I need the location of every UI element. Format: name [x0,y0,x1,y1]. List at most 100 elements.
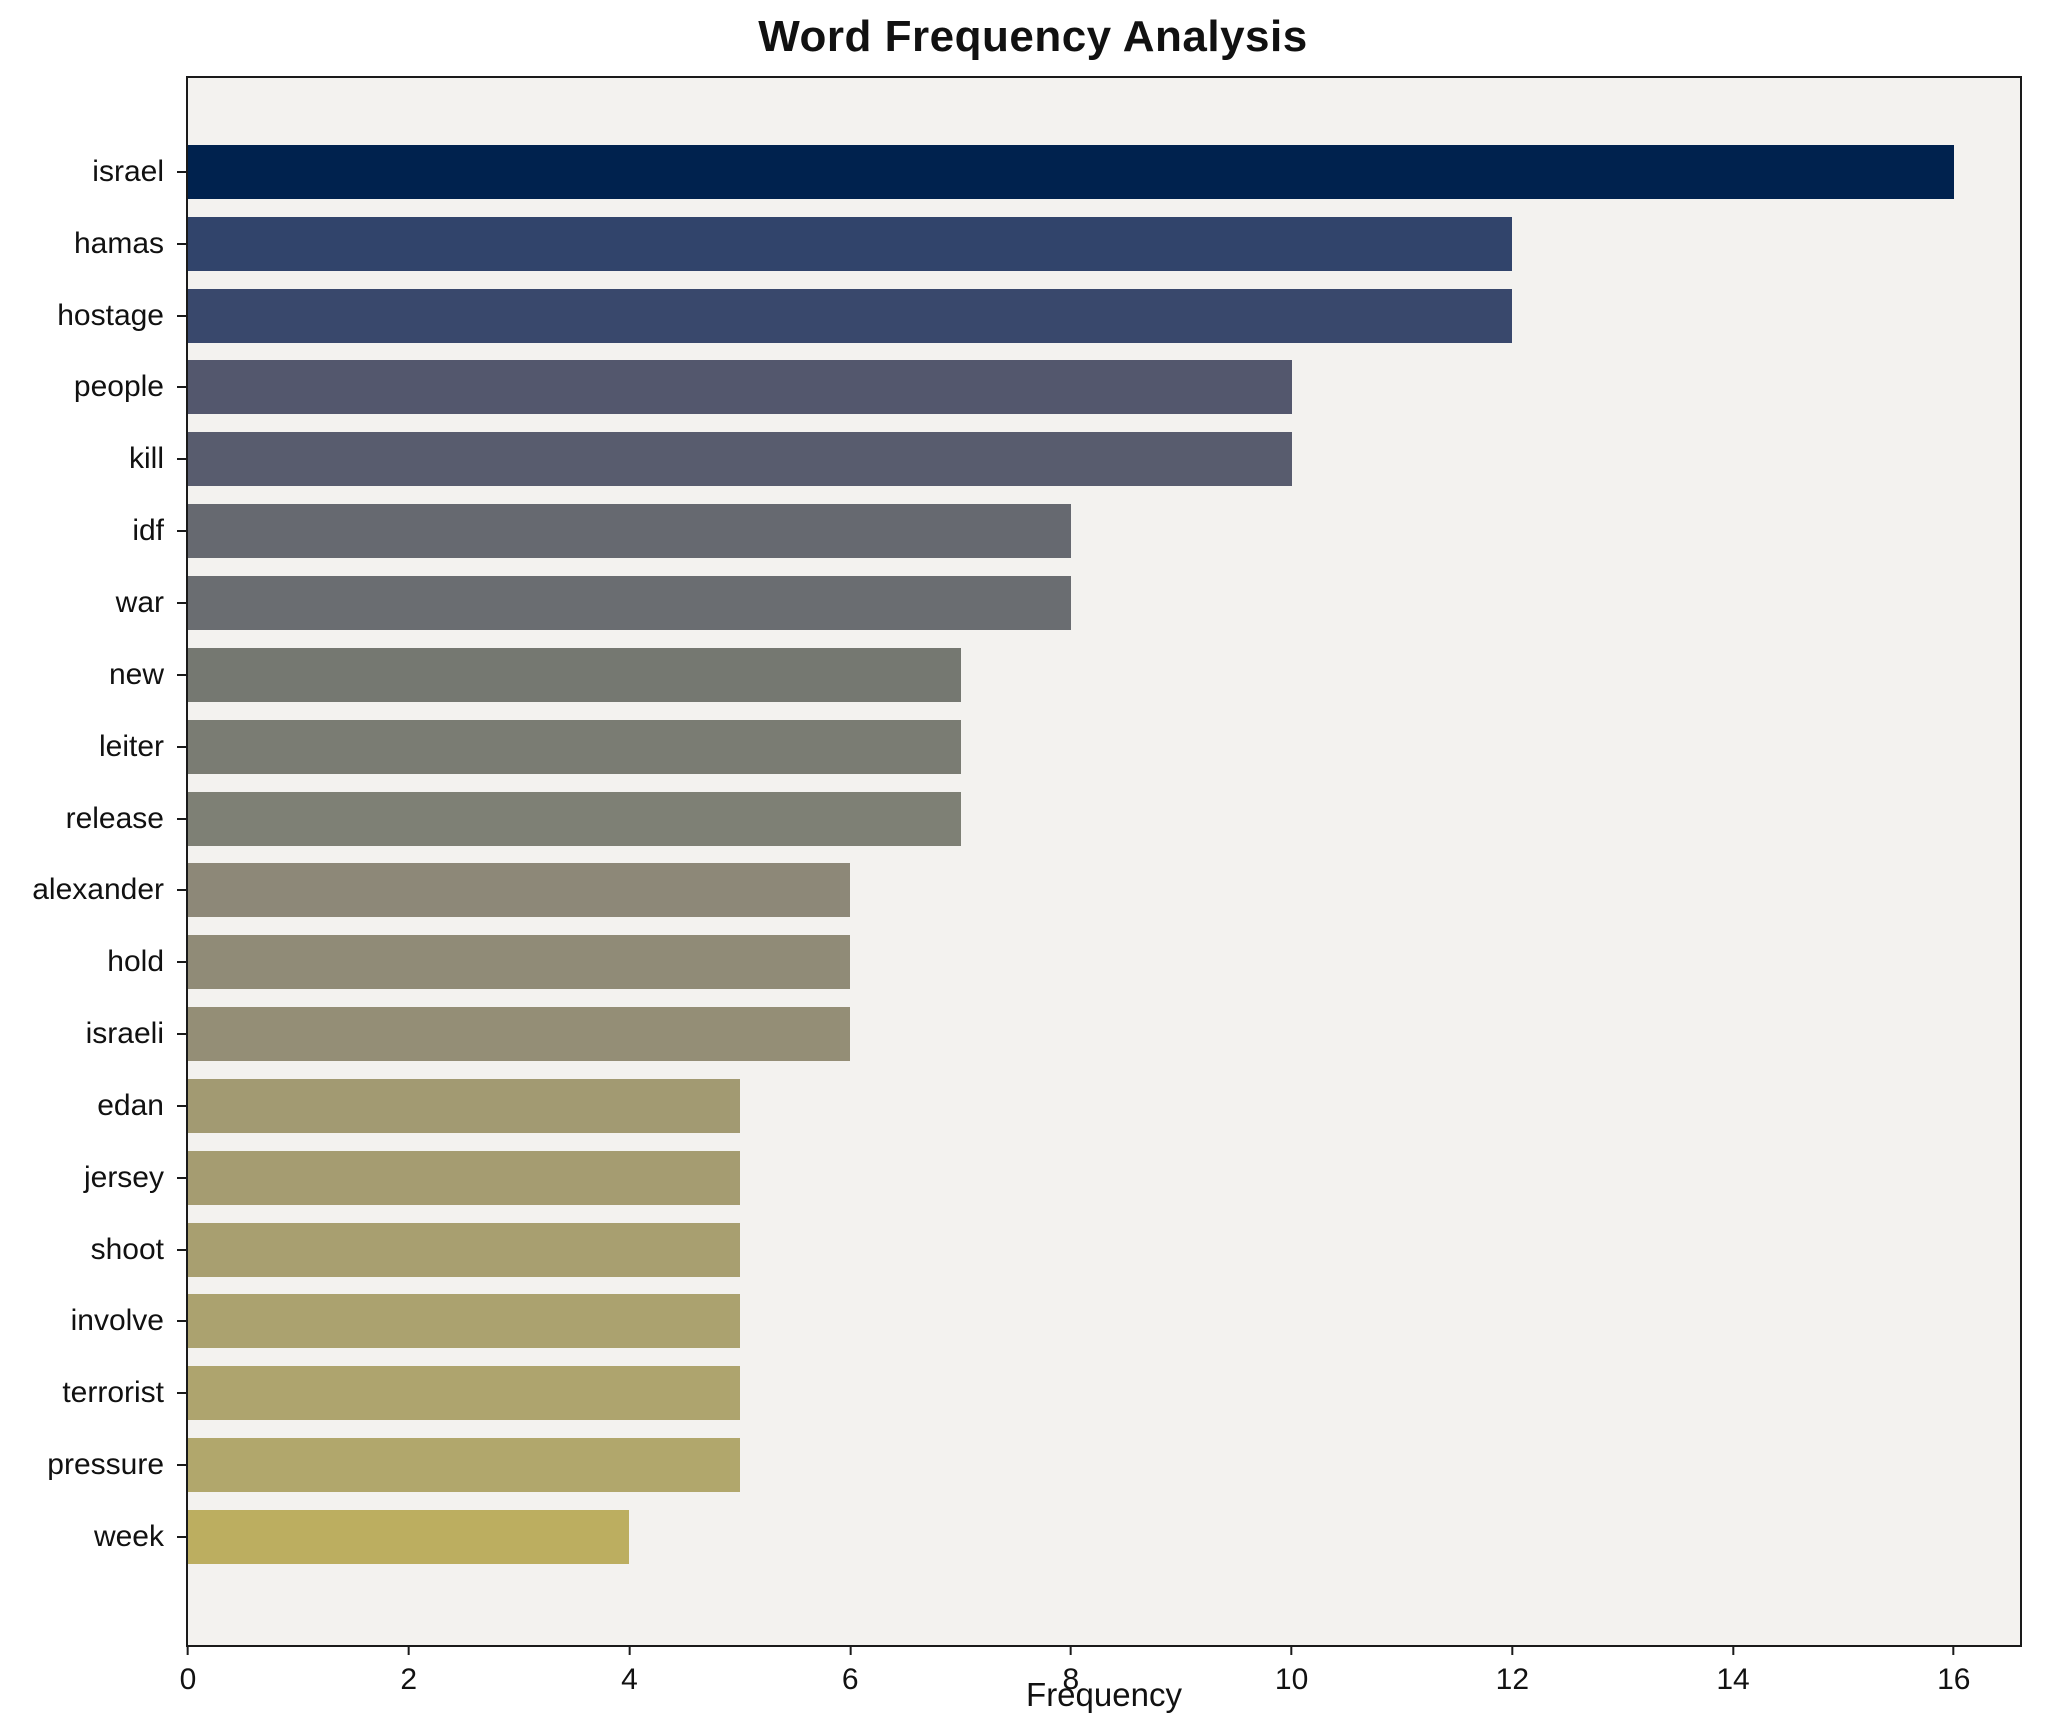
y-tick-mark [177,314,186,317]
y-tick-label: hostage [57,298,164,332]
y-tick-mark [177,242,186,245]
y-tick-label: terrorist [62,1376,164,1410]
bar-row: release [66,783,2020,855]
y-tick-mark [177,170,186,173]
y-tick-label: israeli [85,1017,164,1051]
x-tick-mark [1952,1645,1955,1655]
y-tick-mark [177,458,186,461]
bar-new [188,647,961,702]
bar-row: involve [71,1286,2020,1358]
bar-edan [188,1078,740,1133]
x-tick-label: 12 [1495,1663,1530,1696]
bar-kill [188,432,1292,487]
bar-shoot [188,1222,740,1277]
bar-row: israel [92,136,2020,208]
x-tick-mark [187,1645,189,1655]
bar-row: edan [97,1070,2020,1142]
x-tick: 16 [1937,1645,1970,1697]
y-tick-mark [177,386,186,389]
bar-idf [188,504,1071,559]
x-tick-mark [849,1645,852,1655]
bar-row: people [74,352,2020,424]
bar-release [188,791,961,846]
y-tick-mark [177,1033,186,1036]
y-tick-label: hamas [73,226,164,260]
bar-israel [188,144,1954,199]
bar-hamas [188,216,1513,271]
bar-row: hostage [57,280,2020,352]
x-tick: 14 [1716,1645,1750,1697]
x-tick-mark [407,1645,410,1655]
chart-title: Word Frequency Analysis [758,12,1308,61]
y-tick-label: edan [97,1088,164,1122]
x-tick: 6 [842,1645,859,1697]
y-tick-mark [177,1535,186,1538]
x-tick-label: 4 [621,1663,638,1696]
y-tick-mark [177,1392,186,1395]
y-tick-mark [177,1176,186,1179]
x-tick: 2 [400,1645,417,1697]
bars-container: israel hamas hostage people kill idf war new lei… [32,78,2020,1645]
y-tick-label: idf [132,514,164,548]
bar-row: new [109,639,2020,711]
bar-people [188,360,1292,415]
x-tick: 8 [1062,1645,1080,1697]
bar-row: idf [132,495,2020,567]
y-tick-mark [177,817,186,820]
y-tick-label: people [73,370,164,404]
bar-row: terrorist [62,1357,2020,1429]
bar-row: week [94,1501,2020,1573]
y-tick-label: release [65,801,164,835]
bar-hostage [188,288,1513,343]
x-tick-label: 10 [1274,1663,1309,1696]
bar-row: pressure [47,1429,2020,1501]
bar-leiter [188,719,961,774]
y-tick-mark [177,961,186,964]
bar-terrorist [188,1366,740,1421]
x-tick-label: 14 [1716,1663,1750,1696]
bar-week [188,1509,630,1564]
x-tick: 12 [1496,1645,1529,1697]
y-tick-mark [177,1248,186,1251]
y-tick-label: kill [129,442,164,476]
y-tick-label: involve [70,1304,164,1338]
x-tick-label: 8 [1062,1663,1080,1696]
x-tick-mark [1069,1645,1072,1655]
y-tick-label: new [108,657,164,691]
y-tick-label: hold [107,945,164,979]
bar-hold [188,935,851,990]
bar-row: hold [107,926,2020,998]
y-tick-label: israel [92,154,164,188]
bar-pressure [188,1438,740,1493]
x-tick-label: 6 [841,1663,859,1696]
x-tick-mark [1511,1645,1514,1655]
bar-row: alexander [32,854,2020,926]
y-tick-label: jersey [83,1160,164,1194]
y-tick-mark [177,745,186,748]
x-tick-label: 0 [179,1663,197,1696]
y-tick-mark [177,601,186,604]
x-tick-mark [1290,1645,1293,1655]
y-tick-label: pressure [47,1448,164,1482]
y-tick-label: shoot [90,1232,164,1266]
bar-involve [188,1294,740,1349]
y-tick-mark [177,530,186,533]
x-tick-label: 2 [400,1663,418,1696]
bar-alexander [188,863,851,918]
y-tick-label: alexander [32,873,164,907]
bar-war [188,575,1071,630]
bar-row: jersey [84,1142,2020,1214]
y-tick-label: leiter [98,729,164,763]
bar-row: hamas [74,208,2020,280]
x-axis-label: Frequency [1026,1676,1182,1713]
x-tick-mark [1732,1645,1735,1655]
x-tick: 10 [1275,1645,1308,1697]
bar-row: leiter [99,711,2020,783]
y-tick-mark [177,889,186,892]
x-tick-label: 16 [1937,1663,1971,1696]
y-tick-mark [177,673,186,676]
y-tick-mark [177,1104,186,1107]
x-tick: 4 [621,1645,638,1697]
bar-row: war [116,567,2020,639]
